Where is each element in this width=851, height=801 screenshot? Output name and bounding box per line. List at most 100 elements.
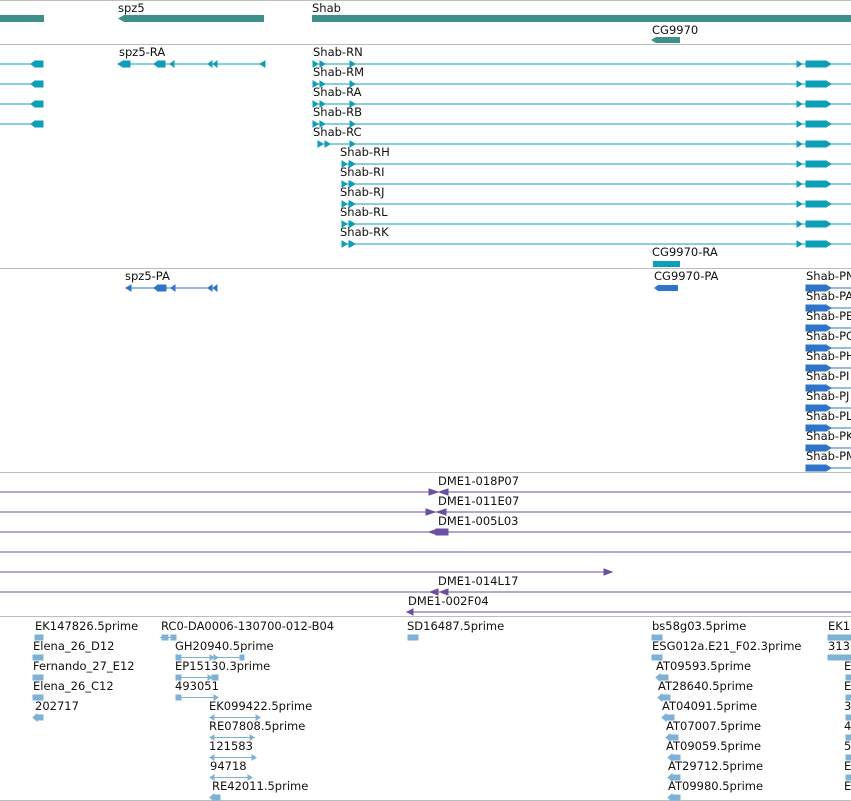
transcript-glyph[interactable]: [341, 240, 851, 248]
est-label[interactable]: RC0-DA0006-130700-012-B04: [161, 619, 335, 633]
protein-glyph[interactable]: [805, 424, 851, 432]
clone-label[interactable]: DME1-005L03: [438, 514, 519, 528]
transcript-label[interactable]: Shab-RI: [340, 165, 385, 179]
est-label[interactable]: 4: [844, 719, 851, 733]
transcript-label[interactable]: Shab-RA: [313, 85, 362, 99]
est-label[interactable]: Fernando_27_E12: [33, 659, 135, 673]
est-label[interactable]: EK099422.5prime: [209, 699, 313, 713]
transcript-glyph[interactable]: [341, 160, 851, 168]
transcript-label[interactable]: Shab-RB: [313, 105, 362, 119]
protein-glyph[interactable]: [125, 284, 218, 292]
gene-glyph[interactable]: [118, 15, 264, 22]
protein-label[interactable]: Shab-PC: [806, 329, 851, 343]
est-glyph[interactable]: [209, 792, 221, 801]
protein-label[interactable]: Shab-PM: [806, 449, 851, 463]
est-glyph[interactable]: [667, 792, 681, 801]
est-label[interactable]: EK1: [828, 619, 851, 633]
est-glyph[interactable]: [827, 634, 851, 641]
est-label[interactable]: GH20940.5prime: [175, 639, 274, 653]
est-glyph[interactable]: [845, 694, 851, 701]
protein-glyph[interactable]: [805, 324, 851, 332]
est-label[interactable]: 493051: [175, 679, 219, 693]
est-glyph[interactable]: [160, 634, 177, 641]
est-label[interactable]: 121583: [209, 739, 253, 753]
transcript-glyph[interactable]: [312, 100, 851, 108]
est-glyph[interactable]: [845, 774, 851, 781]
est-glyph[interactable]: [845, 714, 851, 721]
protein-label[interactable]: Shab-PN: [806, 269, 851, 283]
est-label[interactable]: E: [844, 759, 851, 773]
est-label[interactable]: AT09059.5prime: [666, 739, 762, 753]
clone-glyph[interactable]: [405, 608, 851, 616]
protein-label[interactable]: Shab-PJ: [806, 389, 850, 403]
protein-label[interactable]: Shab-PL: [806, 409, 851, 423]
est-glyph[interactable]: [667, 772, 681, 783]
est-glyph[interactable]: [175, 654, 245, 661]
transcript-glyph[interactable]: [117, 60, 266, 68]
est-glyph[interactable]: [175, 694, 219, 701]
est-glyph[interactable]: [657, 692, 671, 703]
transcript-glyph[interactable]: [653, 261, 680, 267]
est-glyph[interactable]: [651, 654, 663, 661]
transcript-label[interactable]: spz5-RA: [119, 45, 166, 59]
est-glyph[interactable]: [845, 734, 851, 741]
clone-glyph[interactable]: [0, 568, 614, 576]
transcript-label[interactable]: Shab-RJ: [340, 185, 385, 199]
clone-glyph[interactable]: [0, 528, 851, 536]
est-glyph[interactable]: [209, 734, 255, 741]
est-label[interactable]: 313: [828, 639, 850, 653]
clone-label[interactable]: DME1-011E07: [438, 494, 520, 508]
est-label[interactable]: AT04091.5prime: [662, 699, 758, 713]
transcript-label[interactable]: Shab-RL: [340, 205, 388, 219]
est-glyph[interactable]: [407, 634, 419, 641]
est-glyph[interactable]: [845, 754, 851, 761]
protein-label[interactable]: Shab-PB: [806, 309, 851, 323]
est-glyph[interactable]: [845, 674, 851, 681]
protein-glyph[interactable]: [805, 284, 851, 292]
transcript-glyph[interactable]: [0, 80, 44, 88]
protein-label[interactable]: Shab-PA: [806, 289, 851, 303]
protein-glyph[interactable]: [805, 444, 851, 452]
est-glyph[interactable]: [175, 674, 219, 681]
est-label[interactable]: 5: [844, 739, 851, 753]
transcript-glyph[interactable]: [341, 180, 851, 188]
protein-glyph[interactable]: [805, 464, 851, 472]
gene-label[interactable]: Shab: [312, 1, 341, 15]
est-label[interactable]: AT07007.5prime: [666, 719, 762, 733]
transcript-glyph[interactable]: [341, 200, 851, 208]
protein-label[interactable]: Shab-PH: [806, 349, 851, 363]
est-label[interactable]: EP15130.3prime: [175, 659, 271, 673]
est-label[interactable]: SD16487.5prime: [407, 619, 505, 633]
protein-label[interactable]: CG9970-PA: [654, 269, 719, 283]
est-label[interactable]: AT09593.5prime: [656, 659, 752, 673]
est-glyph[interactable]: [32, 674, 44, 681]
transcript-label[interactable]: CG9970-RA: [652, 245, 718, 259]
est-glyph[interactable]: [651, 634, 663, 641]
clone-label[interactable]: DME1-018P07: [438, 474, 520, 488]
clone-glyph[interactable]: [0, 588, 851, 596]
protein-glyph[interactable]: [805, 304, 851, 312]
est-label[interactable]: E: [844, 679, 851, 693]
est-label[interactable]: RE07808.5prime: [209, 719, 306, 733]
transcript-label[interactable]: Shab-RC: [313, 125, 362, 139]
est-label[interactable]: AT28640.5prime: [658, 679, 754, 693]
protein-glyph[interactable]: [805, 344, 851, 352]
est-label[interactable]: 202717: [35, 699, 79, 713]
protein-label[interactable]: Shab-PI: [806, 369, 850, 383]
transcript-glyph[interactable]: [0, 120, 44, 128]
transcript-label[interactable]: Shab-RK: [340, 225, 389, 239]
est-glyph[interactable]: [661, 712, 675, 723]
est-label[interactable]: ESG012a.E21_F02.3prime: [652, 639, 802, 653]
clone-label[interactable]: DME1-014L17: [438, 574, 519, 588]
protein-glyph[interactable]: [805, 384, 851, 392]
est-glyph[interactable]: [209, 754, 257, 761]
est-label[interactable]: bs58g03.5prime: [652, 619, 747, 633]
transcript-label[interactable]: Shab-RH: [340, 145, 390, 159]
est-glyph[interactable]: [32, 694, 44, 701]
est-label[interactable]: 3: [844, 699, 851, 713]
est-glyph[interactable]: [665, 732, 679, 743]
transcript-glyph[interactable]: [317, 140, 851, 148]
protein-label[interactable]: spz5-PA: [125, 269, 170, 283]
transcript-glyph[interactable]: [312, 60, 851, 68]
